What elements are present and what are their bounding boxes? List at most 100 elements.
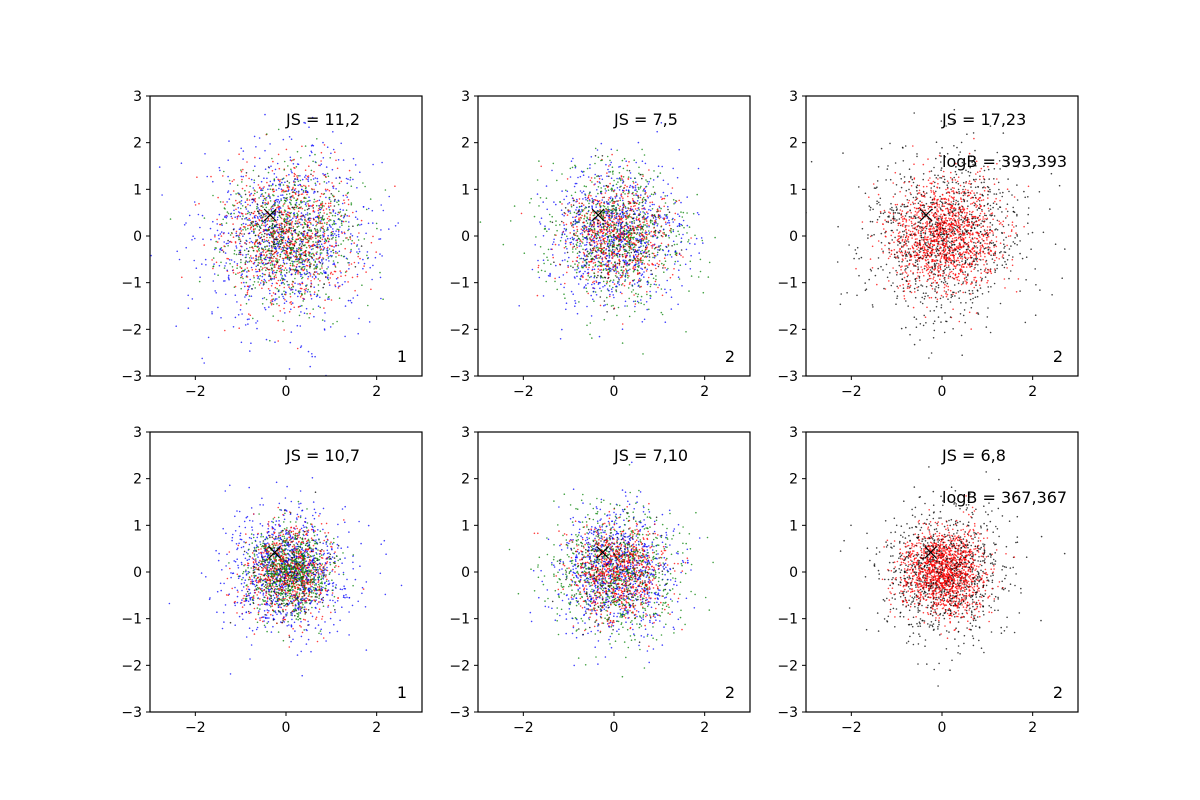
scatter-point-series-2 xyxy=(310,235,313,237)
scatter-point-series-4 xyxy=(261,216,264,218)
scatter-point-series-3 xyxy=(619,276,622,279)
scatter-point-series-3 xyxy=(650,244,653,247)
scatter-point-series-4 xyxy=(305,249,307,252)
scatter-point-series-2 xyxy=(248,191,250,193)
scatter-point-series-1 xyxy=(587,282,589,285)
scatter-point-series-3 xyxy=(233,253,236,255)
scatter-point-series-2 xyxy=(631,237,633,239)
scatter-point-series-3 xyxy=(319,252,322,254)
scatter-point-series-4 xyxy=(227,239,229,242)
scatter-point-series-2 xyxy=(305,241,307,244)
scatter-point-series-2 xyxy=(636,265,639,268)
scatter-point-series-1 xyxy=(356,187,358,189)
scatter-point-series-3 xyxy=(603,229,605,231)
scatter-point-series-1 xyxy=(629,172,632,174)
scatter-point-series-1 xyxy=(332,148,335,151)
scatter-point-series-2 xyxy=(608,239,611,241)
scatter-point-series-1 xyxy=(242,175,244,178)
scatter-point-series-1 xyxy=(292,163,295,165)
scatter-point-series-4 xyxy=(582,257,585,260)
scatter-point-series-1 xyxy=(278,183,280,186)
scatter-point-series-2 xyxy=(615,290,618,293)
scatter-point-series-3 xyxy=(621,236,623,238)
scatter-point-series-1 xyxy=(252,199,255,202)
scatter-point-series-1 xyxy=(313,244,316,247)
scatter-point-series-1 xyxy=(265,262,267,265)
scatter-point-series-1 xyxy=(219,169,221,172)
scatter-point-series-1 xyxy=(217,234,220,237)
scatter-point-series-1 xyxy=(301,253,303,256)
scatter-point-series-2 xyxy=(649,285,652,288)
scatter-point-series-1 xyxy=(255,270,257,273)
scatter-point-series-2 xyxy=(610,226,613,228)
scatter-point-series-3 xyxy=(640,233,643,236)
scatter-point-series-1 xyxy=(584,248,587,251)
scatter-point-series-1 xyxy=(629,255,631,258)
scatter-point-series-2 xyxy=(586,167,589,170)
scatter-point-series-3 xyxy=(321,216,324,219)
scatter-point-series-1 xyxy=(229,182,231,185)
scatter-point-series-3 xyxy=(348,225,350,228)
scatter-point-series-2 xyxy=(678,278,681,280)
scatter-point-series-3 xyxy=(289,257,292,260)
scatter-point-series-3 xyxy=(663,257,666,260)
scatter-point-series-1 xyxy=(237,235,240,237)
scatter-point-series-1 xyxy=(216,229,219,232)
scatter-point-series-1 xyxy=(315,295,318,298)
scatter-point-series-1 xyxy=(590,275,592,278)
scatter-point-series-1 xyxy=(616,187,619,189)
scatter-point-series-2 xyxy=(642,245,645,247)
scatter-point-series-1 xyxy=(228,274,230,277)
scatter-point-series-3 xyxy=(632,199,634,202)
scatter-point-series-2 xyxy=(632,246,635,249)
scatter-point-series-1 xyxy=(369,266,372,269)
scatter-point-series-2 xyxy=(238,327,240,330)
scatter-point-series-2 xyxy=(294,256,296,258)
scatter-point-series-1 xyxy=(239,242,241,245)
scatter-point-series-4 xyxy=(633,202,636,204)
scatter-point-series-2 xyxy=(308,221,311,223)
scatter-point-series-1 xyxy=(289,287,291,290)
scatter-point-series-1 xyxy=(538,276,541,279)
scatter-point-series-3 xyxy=(601,242,603,245)
scatter-point-series-2 xyxy=(348,215,351,217)
scatter-point-series-1 xyxy=(680,241,682,244)
scatter-point-series-2 xyxy=(296,216,299,219)
scatter-point-series-4 xyxy=(258,268,261,271)
scatter-point-series-2 xyxy=(275,257,277,260)
scatter-point-series-4 xyxy=(236,234,238,237)
scatter-point-series-1 xyxy=(609,268,611,270)
scatter-point-series-2 xyxy=(647,243,650,246)
scatter-point-series-3 xyxy=(279,245,282,248)
scatter-point-series-2 xyxy=(675,235,678,237)
scatter-point-series-1 xyxy=(230,193,232,196)
scatter-point-series-2 xyxy=(324,299,326,302)
scatter-point-series-3 xyxy=(295,249,298,252)
scatter-point-series-3 xyxy=(621,255,624,258)
scatter-point-series-1 xyxy=(240,200,243,202)
scatter-point-series-2 xyxy=(643,218,646,221)
scatter-point-series-2 xyxy=(633,236,635,239)
scatter-point-series-1 xyxy=(583,265,585,268)
scatter-point-series-3 xyxy=(335,236,337,239)
scatter-point-series-2 xyxy=(310,238,313,240)
scatter-point-series-3 xyxy=(637,218,640,221)
scatter-point-series-3 xyxy=(306,214,309,216)
scatter-point-series-1 xyxy=(303,312,306,315)
scatter-point-series-1 xyxy=(249,285,251,287)
scatter-point-series-3 xyxy=(637,255,639,257)
scatter-point-series-3 xyxy=(280,240,283,243)
scatter-point-series-3 xyxy=(578,202,581,204)
scatter-point-series-3 xyxy=(242,277,244,280)
scatter-point-series-2 xyxy=(248,177,250,180)
scatter-point-series-2 xyxy=(648,233,650,235)
scatter-point-series-3 xyxy=(600,265,603,268)
scatter-point-series-3 xyxy=(255,259,257,262)
scatter-point-series-3 xyxy=(604,216,606,219)
scatter-point-series-3 xyxy=(646,246,649,248)
scatter-point-series-2 xyxy=(251,269,254,271)
scatter-point-series-1 xyxy=(323,328,326,330)
scatter-point-series-2 xyxy=(292,187,294,190)
scatter-point-series-2 xyxy=(312,245,314,247)
scatter-point-series-1 xyxy=(276,240,279,243)
